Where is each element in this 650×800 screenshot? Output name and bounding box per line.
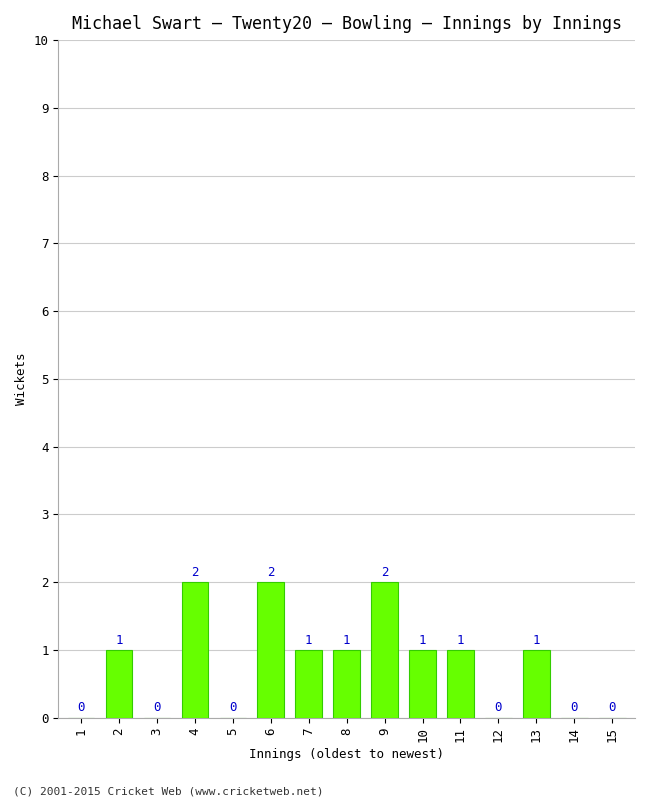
Bar: [106, 650, 132, 718]
Bar: [181, 582, 208, 718]
Text: 1: 1: [305, 634, 313, 646]
Text: 2: 2: [191, 566, 199, 579]
Text: 0: 0: [77, 702, 84, 714]
Text: 0: 0: [153, 702, 161, 714]
Text: 1: 1: [532, 634, 540, 646]
Bar: [447, 650, 474, 718]
Text: 2: 2: [381, 566, 388, 579]
Text: 1: 1: [419, 634, 426, 646]
Text: 1: 1: [457, 634, 464, 646]
Y-axis label: Wickets: Wickets: [15, 353, 28, 405]
X-axis label: Innings (oldest to newest): Innings (oldest to newest): [249, 748, 444, 761]
Text: 1: 1: [343, 634, 350, 646]
Text: 0: 0: [608, 702, 616, 714]
Text: 0: 0: [229, 702, 237, 714]
Text: (C) 2001-2015 Cricket Web (www.cricketweb.net): (C) 2001-2015 Cricket Web (www.cricketwe…: [13, 786, 324, 796]
Bar: [523, 650, 550, 718]
Text: 0: 0: [571, 702, 578, 714]
Title: Michael Swart – Twenty20 – Bowling – Innings by Innings: Michael Swart – Twenty20 – Bowling – Inn…: [72, 15, 621, 33]
Bar: [333, 650, 360, 718]
Text: 0: 0: [495, 702, 502, 714]
Bar: [410, 650, 436, 718]
Text: 1: 1: [115, 634, 123, 646]
Text: 2: 2: [267, 566, 274, 579]
Bar: [371, 582, 398, 718]
Bar: [257, 582, 284, 718]
Bar: [295, 650, 322, 718]
